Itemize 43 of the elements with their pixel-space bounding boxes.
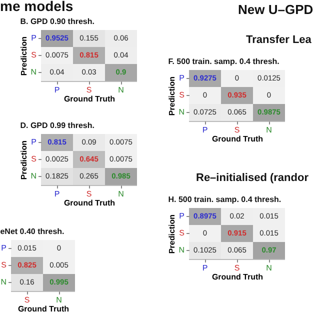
x-tick-label: P bbox=[202, 264, 208, 272]
y-tick-label: N bbox=[30, 172, 37, 180]
y-tick-label: P bbox=[179, 212, 184, 220]
x-tick-label: S bbox=[234, 126, 240, 134]
chart-title: D. GPD 0.99 thresh. bbox=[20, 121, 94, 130]
x-axis-title: Ground Truth bbox=[64, 94, 116, 104]
y-axis-title: Prediction bbox=[168, 214, 177, 254]
text: Re–initialised (randor bbox=[196, 172, 308, 184]
x-tick-label: N bbox=[118, 190, 124, 198]
text: New U–GPD bbox=[238, 2, 314, 17]
y-axis-title: Prediction bbox=[20, 36, 29, 76]
y-tick-label: P bbox=[179, 74, 184, 82]
y-tick-label: N bbox=[0, 278, 7, 286]
y-tick-label: S bbox=[179, 228, 184, 238]
x-axis-title: Ground Truth bbox=[212, 134, 264, 144]
x-axis-title: Ground Truth bbox=[212, 272, 264, 282]
x-tick-label: N bbox=[266, 264, 272, 272]
y-axis-title: Prediction bbox=[168, 76, 177, 116]
y-tick-label: S bbox=[31, 154, 36, 164]
x-tick-label: P bbox=[202, 126, 208, 134]
y-axis-title: Prediction bbox=[20, 140, 29, 180]
chart-title: B. GPD 0.90 thresh. bbox=[20, 17, 94, 26]
text: me models bbox=[0, 0, 74, 14]
x-tick-label: N bbox=[266, 126, 272, 134]
y-tick-label: N bbox=[178, 108, 185, 116]
x-axis-title: Ground Truth bbox=[64, 198, 116, 208]
y-tick-label: N bbox=[178, 246, 185, 254]
y-tick-label: P bbox=[31, 34, 36, 42]
x-axis-title: Ground Truth bbox=[18, 304, 70, 314]
y-tick-label: P bbox=[31, 138, 36, 146]
x-tick-label: S bbox=[86, 86, 92, 94]
y-tick-label: S bbox=[31, 50, 36, 60]
x-tick-label: N bbox=[118, 86, 124, 94]
x-tick-label: P bbox=[54, 190, 60, 198]
chart-title: H. 500 train. samp. 0.4 thresh. bbox=[168, 195, 282, 204]
y-tick-label: N bbox=[30, 68, 37, 76]
x-tick-label: S bbox=[234, 264, 240, 272]
chart-title: eNet 0.40 thresh. bbox=[0, 227, 64, 236]
y-tick-label: P bbox=[1, 244, 6, 252]
x-tick-label: P bbox=[54, 86, 60, 94]
x-tick-label: S bbox=[86, 190, 92, 198]
text: Transfer Lea bbox=[246, 34, 312, 46]
chart-title: F. 500 train. samp. 0.4 thresh. bbox=[168, 57, 280, 66]
